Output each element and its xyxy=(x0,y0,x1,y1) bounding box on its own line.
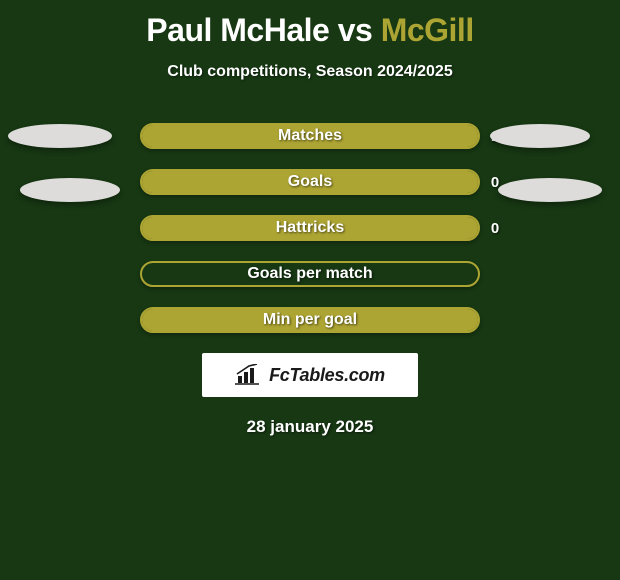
subtitle: Club competitions, Season 2024/2025 xyxy=(0,63,620,81)
comparison-title: Paul McHale vs McGill xyxy=(0,0,620,49)
stat-row: Hattricks 0 xyxy=(0,215,620,241)
stat-row: Min per goal xyxy=(0,307,620,333)
stat-bar: Goals xyxy=(140,169,480,195)
player1-name: Paul McHale xyxy=(146,12,329,48)
stat-rows: Matches1Goals0Hattricks0Goals per matchM… xyxy=(0,123,620,333)
stat-row: Goals per match xyxy=(0,261,620,287)
stat-label: Matches xyxy=(142,127,478,145)
logo-text: FcTables.com xyxy=(269,365,385,386)
bar-chart-icon xyxy=(235,364,263,386)
stat-bar: Matches xyxy=(140,123,480,149)
placeholder-ellipse xyxy=(20,178,120,202)
date-label: 28 january 2025 xyxy=(0,417,620,437)
stat-label: Goals xyxy=(142,173,478,191)
placeholder-ellipse xyxy=(8,124,112,148)
placeholder-ellipse xyxy=(490,124,590,148)
vs-text: vs xyxy=(338,12,373,48)
stat-label: Min per goal xyxy=(142,311,478,329)
placeholder-ellipse xyxy=(498,178,602,202)
fctables-logo: FcTables.com xyxy=(202,353,418,397)
stat-bar: Min per goal xyxy=(140,307,480,333)
stat-bar: Hattricks xyxy=(140,215,480,241)
stat-label: Hattricks xyxy=(142,219,478,237)
stat-label: Goals per match xyxy=(142,265,478,283)
stat-bar: Goals per match xyxy=(140,261,480,287)
player2-name: McGill xyxy=(381,12,474,48)
stat-right-value: 0 xyxy=(488,220,502,237)
